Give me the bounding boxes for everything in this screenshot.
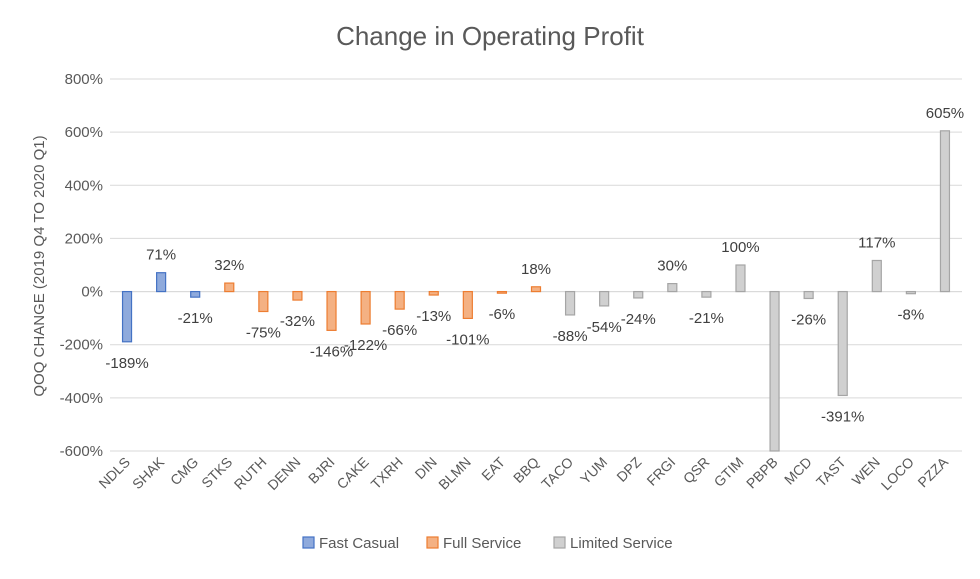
y-tick-label: 800% (65, 71, 103, 88)
data-label: -24% (621, 311, 656, 328)
bar-shak (156, 272, 167, 293)
bar-taco (564, 290, 576, 316)
bar-stks (224, 282, 235, 293)
chart-title: Change in Operating Profit (336, 21, 645, 51)
y-tick-label: -200% (60, 337, 103, 354)
bar-din (428, 290, 439, 296)
data-label: -146% (310, 343, 353, 360)
x-tick-label: DENN (264, 454, 303, 493)
data-label: -21% (689, 310, 724, 327)
bar-cake (360, 290, 371, 325)
bar-mcd (803, 290, 814, 300)
bar-loco (905, 290, 916, 295)
y-axis-label: QOQ CHANGE (2019 Q4 TO 2020 Q1) (31, 135, 48, 396)
x-tick-label: PZZA (914, 453, 951, 490)
data-label: -8% (898, 307, 925, 324)
data-label: -13% (416, 308, 451, 325)
data-label: -32% (280, 313, 315, 330)
bar-ndls (121, 290, 133, 343)
data-labels: -189% 71% -21% 32% -75%-32% -146%-122%-66%-13… (105, 105, 964, 426)
x-tick-label: CMG (167, 454, 201, 488)
data-label: -101% (446, 331, 489, 348)
x-tick-label: EAT (478, 454, 508, 484)
data-label: -6% (489, 306, 516, 323)
x-tick-label: GTIM (711, 454, 747, 490)
bar-pzza (939, 130, 951, 293)
x-tick-label: QSR (680, 454, 713, 487)
y-axis-ticks: 800% 600% 400% 200% 0% -200% -400% -600% (60, 71, 103, 460)
bar-bbq (530, 286, 542, 293)
data-label: 71% (146, 247, 176, 264)
x-tick-label: FRGI (643, 454, 678, 489)
x-tick-label: RUTH (231, 454, 270, 493)
bar-tast (837, 290, 848, 397)
data-label: 117% (858, 234, 895, 251)
legend: Fast Casual Full Service Limited Service (302, 535, 673, 552)
x-tick-label: PBPB (743, 454, 781, 492)
x-tick-label: BLMN (435, 454, 474, 493)
bar-gtim (735, 264, 746, 293)
y-tick-label: -600% (60, 443, 103, 460)
data-label: -391% (821, 408, 864, 425)
data-label: -88% (553, 328, 588, 345)
bar-wen (871, 259, 882, 293)
bars (121, 130, 951, 452)
legend-swatch (426, 536, 439, 549)
bar-bjri (326, 290, 337, 331)
bar-eat (496, 290, 508, 294)
x-tick-label: DPZ (613, 453, 644, 484)
data-label: 605% (926, 105, 964, 122)
data-label: 100% (721, 239, 759, 256)
y-tick-label: -400% (60, 390, 103, 407)
legend-swatch (553, 536, 566, 549)
bar-cmg (190, 290, 201, 298)
y-tick-label: 200% (65, 230, 103, 247)
y-tick-label: 600% (65, 124, 103, 141)
data-label: 30% (657, 258, 687, 275)
x-tick-label: YUM (577, 454, 610, 487)
bar-dpz (633, 290, 644, 299)
legend-label: Full Service (443, 535, 521, 552)
bar-denn (292, 290, 303, 301)
x-tick-label: DIN (412, 454, 440, 482)
data-label: -26% (791, 311, 826, 328)
x-tick-label: TXRH (368, 454, 406, 492)
data-label: -21% (178, 310, 213, 327)
x-tick-label: SHAK (129, 453, 168, 492)
data-label: -75% (246, 325, 281, 342)
x-tick-label: MCD (781, 454, 815, 488)
legend-label: Fast Casual (319, 535, 399, 552)
bar-ruth (258, 290, 269, 313)
x-tick-label: LOCO (878, 454, 917, 493)
bar-pbpb (769, 290, 780, 452)
legend-label: Limited Service (570, 535, 673, 552)
data-label: 18% (521, 261, 551, 278)
bar-yum (599, 290, 610, 307)
x-tick-label: BJRI (305, 454, 338, 487)
y-tick-label: 400% (65, 177, 103, 194)
x-tick-label: TAST (813, 453, 849, 489)
data-label: -66% (382, 322, 417, 339)
x-tick-label: TACO (538, 454, 576, 492)
bar-qsr (701, 290, 712, 298)
y-tick-label: 0% (81, 284, 103, 301)
bar-txrh (394, 290, 405, 310)
data-label: -189% (105, 355, 148, 372)
data-label: -122% (344, 337, 387, 354)
x-tick-label: STKS (198, 454, 235, 491)
legend-swatch (302, 536, 315, 549)
bar-frgi (667, 283, 678, 293)
data-label: -54% (587, 319, 622, 336)
data-label: 32% (214, 257, 244, 274)
x-tick-label: CAKE (333, 454, 371, 492)
bar-blmn (462, 290, 473, 320)
